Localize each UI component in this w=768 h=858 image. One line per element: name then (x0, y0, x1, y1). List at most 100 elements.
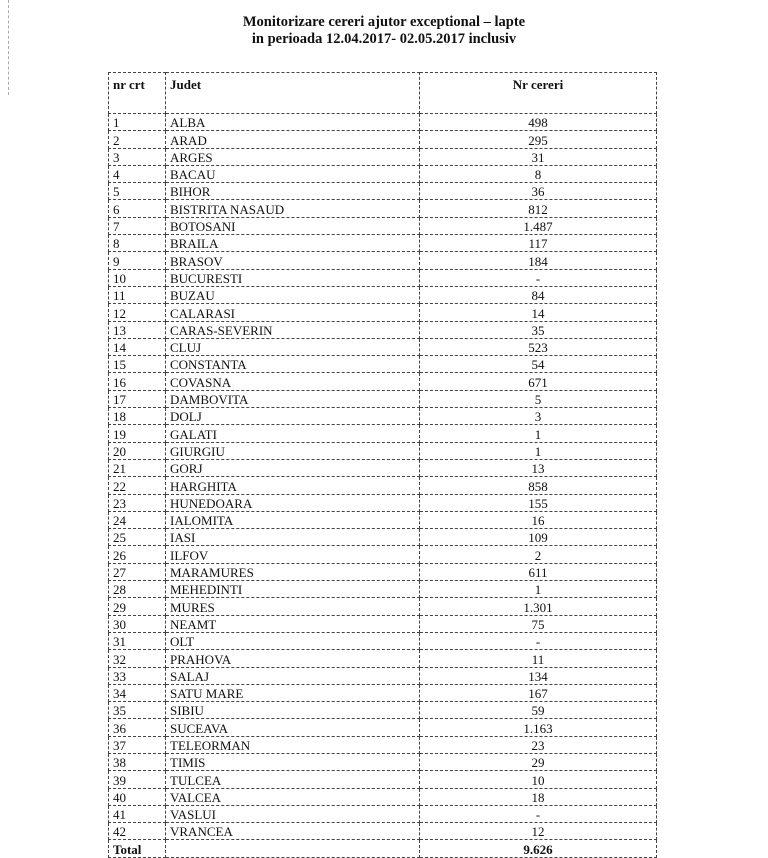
request-count: - (419, 631, 657, 651)
county-name: BUCURESTI (165, 268, 420, 287)
row-number: 2 (108, 130, 166, 149)
county-name: MURES (165, 597, 420, 616)
header-nr-crt: nr crt (108, 72, 166, 114)
table-row: 26 ILFOV 2 (108, 545, 657, 564)
request-count: 35 (419, 320, 657, 339)
table-row: 10 BUCURESTI - (108, 268, 657, 287)
header-nr-cereri: Nr cereri (419, 72, 657, 114)
request-count: 12 (419, 822, 657, 841)
table-row: 34 SATU MARE 167 (108, 683, 657, 703)
request-count: 29 (419, 752, 657, 772)
request-count: 1 (419, 441, 657, 460)
table-row: 11 BUZAU 84 (108, 285, 657, 305)
table-row: 6 BISTRITA NASAUD 812 (108, 199, 657, 218)
table-row: 3 ARGES 31 (108, 147, 657, 166)
row-number: 28 (108, 580, 166, 599)
request-count: 1 (419, 580, 657, 599)
table-row: 36 SUCEAVA 1.163 (108, 718, 657, 737)
table-row: 17 DAMBOVITA 5 (108, 389, 657, 409)
county-name: DOLJ (165, 407, 420, 426)
county-name: TELEORMAN (165, 735, 420, 754)
total-value: 9.626 (419, 839, 657, 858)
table-row: 23 HUNEDOARA 155 (108, 493, 657, 512)
row-number: 23 (108, 493, 166, 512)
county-name: MEHEDINTI (165, 580, 420, 599)
total-label: Total (108, 839, 166, 858)
county-name: VRANCEA (165, 822, 420, 841)
table-header: nr crt Judet Nr cereri (108, 72, 657, 114)
table-row: 20 GIURGIU 1 (108, 441, 657, 460)
request-count: 8 (419, 164, 657, 184)
table-row: 24 IALOMITA 16 (108, 510, 657, 530)
row-number: 10 (108, 268, 166, 287)
request-count: 167 (419, 683, 657, 703)
table-row: 18 DOLJ 3 (108, 407, 657, 426)
county-name: COVASNA (165, 372, 420, 391)
request-count: 54 (419, 355, 657, 374)
table-row: 13 CARAS-SEVERIN 35 (108, 320, 657, 339)
row-number: 32 (108, 649, 166, 668)
table-row: 7 BOTOSANI 1.487 (108, 216, 657, 236)
request-count: 184 (419, 251, 657, 270)
row-number: 5 (108, 182, 166, 201)
request-count: 59 (419, 701, 657, 720)
row-number: 3 (108, 147, 166, 166)
row-number: 4 (108, 164, 166, 184)
request-count: 31 (419, 147, 657, 166)
title-line-2: in perioada 12.04.2017- 02.05.2017 inclu… (251, 31, 517, 47)
row-number: 14 (108, 337, 166, 357)
request-count: 523 (419, 337, 657, 357)
row-number: 41 (108, 804, 166, 824)
document-title: Monitorizare cereri ajutor exceptional –… (0, 14, 768, 48)
request-count: 3 (419, 407, 657, 426)
county-name: BIHOR (165, 182, 420, 201)
table-row: 41 VASLUI - (108, 804, 657, 824)
county-name: SALAJ (165, 666, 420, 685)
county-name: VASLUI (165, 804, 420, 824)
row-number: 35 (108, 701, 166, 720)
county-name: NEAMT (165, 614, 420, 633)
row-number: 15 (108, 355, 166, 374)
request-count: 2 (419, 545, 657, 564)
scan-edge (8, 0, 10, 95)
county-name: CONSTANTA (165, 355, 420, 374)
table-row: 31 OLT - (108, 631, 657, 651)
total-row: Total 9.626 (108, 839, 657, 858)
request-count: 671 (419, 372, 657, 391)
request-count: 812 (419, 199, 657, 218)
table-row: 39 TULCEA 10 (108, 770, 657, 789)
row-number: 38 (108, 752, 166, 772)
county-name: BISTRITA NASAUD (165, 199, 420, 218)
table-row: 28 MEHEDINTI 1 (108, 580, 657, 599)
title-line-1: Monitorizare cereri ajutor exceptional –… (242, 14, 526, 30)
row-number: 18 (108, 407, 166, 426)
request-count: 1 (419, 424, 657, 443)
row-number: 12 (108, 303, 166, 322)
table-row: 15 CONSTANTA 54 (108, 355, 657, 374)
county-name: TIMIS (165, 752, 420, 772)
request-count: - (419, 268, 657, 287)
county-name: ARGES (165, 147, 420, 166)
table-row: 30 NEAMT 75 (108, 614, 657, 633)
request-count: 16 (419, 510, 657, 530)
table-row: 5 BIHOR 36 (108, 182, 657, 201)
row-number: 8 (108, 234, 166, 253)
table-row: 33 SALAJ 134 (108, 666, 657, 685)
request-count: 155 (419, 493, 657, 512)
county-name: GIURGIU (165, 441, 420, 460)
county-name: ARAD (165, 130, 420, 149)
request-count: 295 (419, 130, 657, 149)
request-count: 611 (419, 562, 657, 582)
county-name: GORJ (165, 458, 420, 478)
total-empty (165, 839, 420, 858)
county-name: IASI (165, 528, 420, 547)
county-name: CARAS-SEVERIN (165, 320, 420, 339)
request-count: 10 (419, 770, 657, 789)
table-row: 21 GORJ 13 (108, 458, 657, 478)
table-row: 16 COVASNA 671 (108, 372, 657, 391)
row-number: 1 (108, 112, 166, 132)
row-number: 7 (108, 216, 166, 236)
request-count: 11 (419, 649, 657, 668)
row-number: 42 (108, 822, 166, 841)
row-number: 20 (108, 441, 166, 460)
